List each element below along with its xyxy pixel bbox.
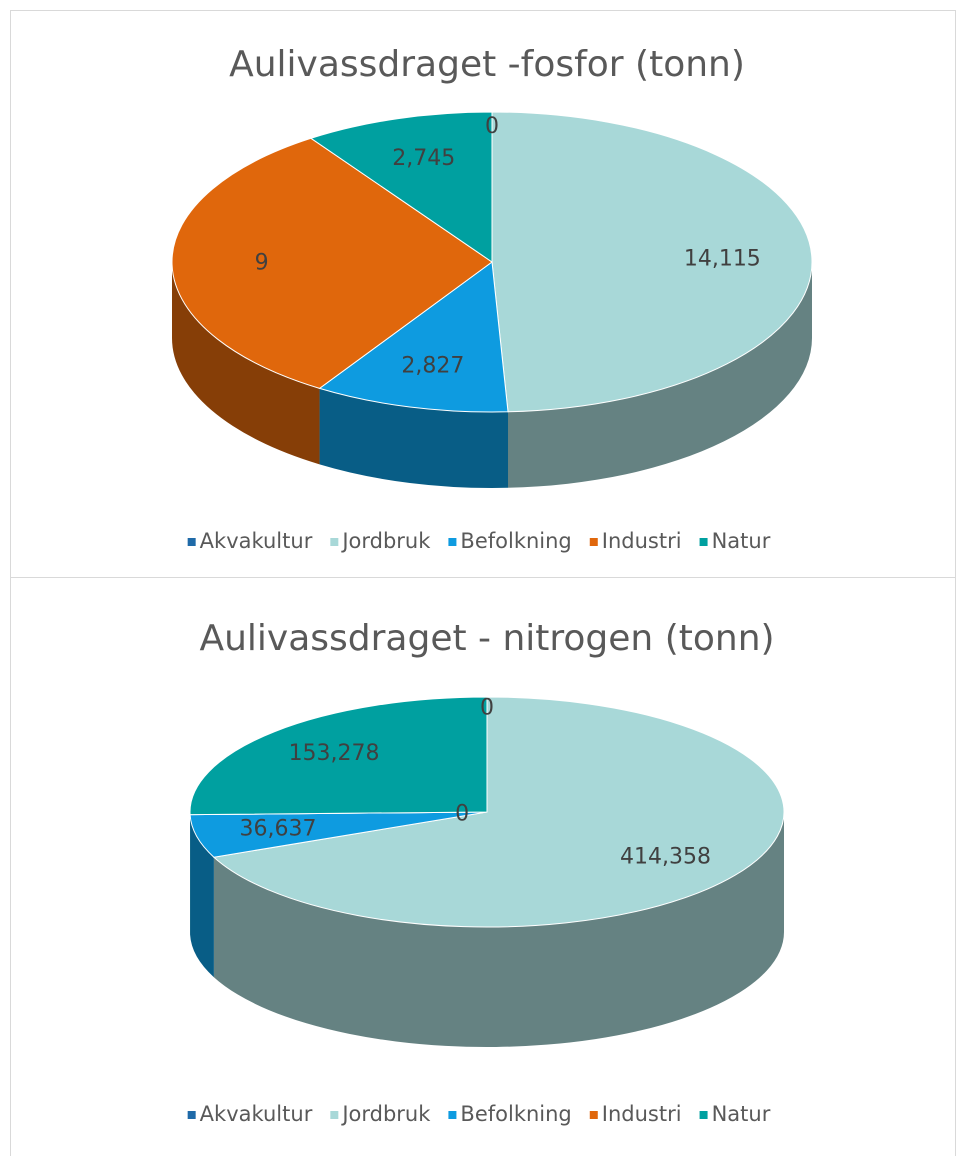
- data-label: 0: [480, 696, 494, 721]
- legend-swatch: [699, 538, 708, 546]
- chart-frame: [10, 577, 956, 1156]
- data-label: 153,278: [289, 741, 380, 766]
- legend-label: Befolkning: [460, 1102, 571, 1126]
- slice: [491, 111, 813, 413]
- slice: [318, 261, 509, 413]
- data-label: 0: [455, 801, 469, 826]
- data-label: 2,745: [392, 146, 455, 171]
- legend-swatch: [589, 538, 598, 546]
- data-label: 414,358: [620, 845, 711, 870]
- legend-label: Industri: [602, 1102, 682, 1126]
- slice-side: [172, 262, 320, 465]
- legend-label: Akvakultur: [200, 529, 313, 553]
- slice: [189, 696, 488, 816]
- chart-title: Aulivassdraget - nitrogen (tonn): [199, 618, 774, 659]
- legend-label: Befolkning: [460, 529, 571, 553]
- legend-label: Jordbruk: [340, 529, 431, 553]
- legend-label: Industri: [602, 529, 682, 553]
- data-label: 2,827: [401, 353, 464, 378]
- data-label: 9: [255, 251, 269, 276]
- legend-swatch: [187, 1111, 196, 1119]
- slice: [309, 111, 493, 263]
- legend-label: Jordbruk: [340, 1102, 431, 1126]
- legend-swatch: [330, 1111, 339, 1119]
- legend-swatch: [448, 538, 457, 546]
- legend-label: Akvakultur: [200, 1102, 313, 1126]
- legend-swatch: [187, 538, 196, 546]
- slice-side: [508, 262, 812, 488]
- legend-label: Natur: [712, 529, 771, 553]
- legend-swatch: [699, 1111, 708, 1119]
- legend: Akvakultur Jordbruk Befolkning Industri Natu…: [187, 1102, 771, 1126]
- legend-swatch: [448, 1111, 457, 1119]
- slice: [171, 137, 493, 389]
- legend: Akvakultur Jordbruk Befolkning Industri Natu…: [187, 529, 771, 553]
- legend-swatch: [589, 1111, 598, 1119]
- slice-side: [213, 812, 785, 1047]
- chart-title: Aulivassdraget -fosfor (tonn): [229, 44, 745, 85]
- slice-side: [319, 388, 509, 489]
- slice-side: [190, 814, 214, 978]
- data-label: 0: [485, 114, 499, 139]
- data-label: 36,637: [240, 817, 317, 842]
- slice: [212, 696, 785, 928]
- data-label: 14,115: [684, 246, 761, 271]
- legend-swatch: [330, 538, 339, 546]
- legend-label: Natur: [712, 1102, 771, 1126]
